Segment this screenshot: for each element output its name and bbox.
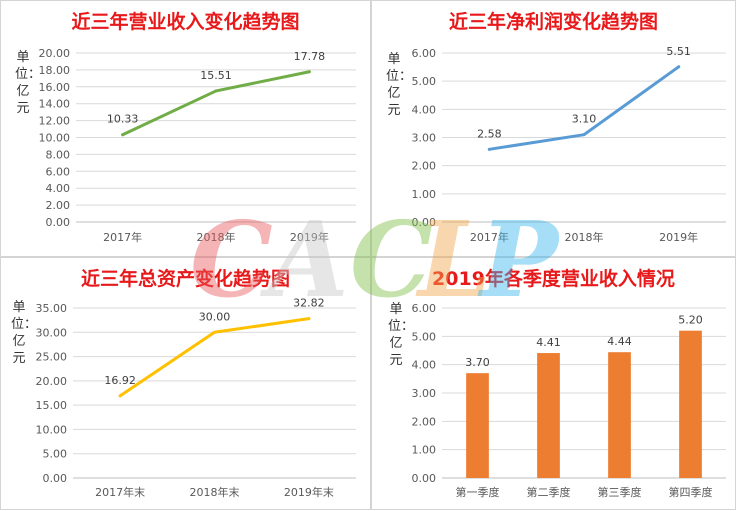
y-tick-label: 0.00: [412, 216, 437, 229]
data-point: [582, 133, 586, 137]
data-label: 17.78: [294, 50, 326, 63]
data-label: 4.41: [536, 336, 561, 349]
y-tick-label: 3.00: [412, 387, 437, 400]
series-line: [487, 65, 681, 151]
chart-canvas: 0.00 1.00 2.00 3.00 4.00 5.00 6.00 2017年 2018年 20…: [412, 45, 726, 244]
bar: [608, 352, 631, 478]
x-tick-label: 2019年: [290, 230, 329, 244]
y-tick-label: 10.00: [39, 132, 71, 145]
data-label: 30.00: [199, 310, 231, 323]
y-tick-label: 10.00: [36, 423, 68, 436]
series-line: [118, 317, 311, 398]
data-point: [307, 317, 311, 321]
y-tick-label: 8.00: [46, 148, 71, 161]
y-tick-label: 2.00: [46, 199, 71, 212]
y-tick-label: 18.00: [39, 64, 71, 77]
y-tick-label: 30.00: [36, 326, 68, 339]
y-tick-label: 0.00: [412, 472, 437, 485]
y-tick-label: 6.00: [412, 302, 437, 315]
y-tick-label: 35.00: [36, 302, 68, 315]
chart-panel-quarterly-revenue: 2019年各季度营业收入情况 单位：亿元 0.00 1.00 2.00 3.00 4.0…: [371, 257, 736, 510]
chart-title: 近三年总资产变化趋势图: [80, 268, 290, 290]
chart-panel-net-profit-trend: 近三年净利润变化趋势图 单位：亿元 0.00 1.00 2.00 3.00 4.00 5.…: [371, 0, 736, 257]
chart-title: 2019年各季度营业收入情况: [432, 268, 675, 290]
chart-canvas: 0.00 1.00 2.00 3.00 4.00 5.00 6.00 第一季度 第二季度 第三季度…: [412, 302, 726, 499]
data-label: 15.51: [200, 69, 232, 82]
x-tick-label: 第一季度: [456, 485, 500, 499]
y-tick-label: 0.00: [46, 216, 71, 229]
bar: [537, 353, 560, 478]
data-point: [118, 394, 122, 398]
x-tick-label: 2017年末: [95, 485, 145, 499]
data-point: [121, 133, 125, 137]
chart-canvas: 0.00 2.00 4.00 6.00 8.00 10.00 12.00 14.00 16.00…: [39, 47, 356, 244]
data-label: 4.44: [607, 335, 632, 348]
y-tick-label: 20.00: [39, 47, 71, 60]
y-tick-label: 6.00: [46, 165, 71, 178]
y-tick-label: 5.00: [412, 75, 437, 88]
data-point: [307, 70, 311, 74]
x-tick-label: 2017年: [103, 230, 142, 244]
y-tick-label: 1.00: [412, 188, 437, 201]
y-tick-label: 4.00: [412, 103, 437, 116]
data-label: 16.92: [104, 374, 136, 387]
y-tick-label: 25.00: [36, 351, 68, 364]
y-tick-label: 15.00: [36, 399, 68, 412]
x-tick-label: 第三季度: [598, 485, 642, 499]
y-tick-label: 6.00: [412, 47, 437, 60]
y-tick-label: 12.00: [39, 115, 71, 128]
x-tick-label: 第二季度: [527, 485, 571, 499]
y-tick-label: 14.00: [39, 98, 71, 111]
data-label: 5.51: [666, 45, 691, 58]
x-tick-label: 2018年: [565, 230, 604, 244]
y-tick-label: 20.00: [36, 375, 68, 388]
x-tick-label: 2018年末: [190, 485, 240, 499]
y-tick-label: 4.00: [412, 359, 437, 372]
y-tick-label: 4.00: [46, 182, 71, 195]
chart-title: 近三年净利润变化趋势图: [448, 11, 658, 33]
y-tick-label: 2.00: [412, 160, 437, 173]
data-label: 5.20: [678, 314, 703, 327]
y-tick-label: 5.00: [412, 330, 437, 343]
chart-panel-revenue-trend: 近三年营业收入变化趋势图 单位：亿元 0.00 2.00 4.00 6.00 8.00 1…: [0, 0, 371, 257]
chart-panel-total-assets-trend: 近三年总资产变化趋势图 单位：亿元 0.00 5.00 10.00 15.00 20.0…: [0, 257, 371, 510]
data-point: [214, 89, 218, 93]
chart-canvas: 0.00 5.00 10.00 15.00 20.00 25.00 30.00 35.00 20…: [36, 297, 356, 499]
data-point: [487, 147, 491, 151]
data-point: [213, 330, 216, 334]
x-tick-label: 2019年末: [284, 485, 334, 499]
y-tick-label: 3.00: [412, 132, 437, 145]
bar: [679, 330, 702, 478]
data-label: 32.82: [293, 297, 325, 310]
y-tick-label: 16.00: [39, 81, 71, 94]
data-label: 10.33: [107, 113, 139, 126]
data-label: 2.58: [477, 127, 502, 140]
y-tick-label: 5.00: [43, 448, 68, 461]
bar: [466, 373, 489, 478]
x-tick-label: 第四季度: [669, 485, 713, 499]
data-label: 3.70: [465, 356, 490, 369]
data-label: 3.10: [572, 113, 597, 126]
x-tick-label: 2018年: [197, 230, 236, 244]
x-tick-label: 2019年: [659, 230, 698, 244]
y-tick-label: 0.00: [43, 472, 68, 485]
chart-title: 近三年营业收入变化趋势图: [71, 11, 300, 33]
y-tick-label: 1.00: [412, 444, 437, 457]
y-tick-label: 2.00: [412, 415, 437, 428]
x-tick-label: 2017年: [470, 230, 509, 244]
data-point: [677, 65, 681, 69]
